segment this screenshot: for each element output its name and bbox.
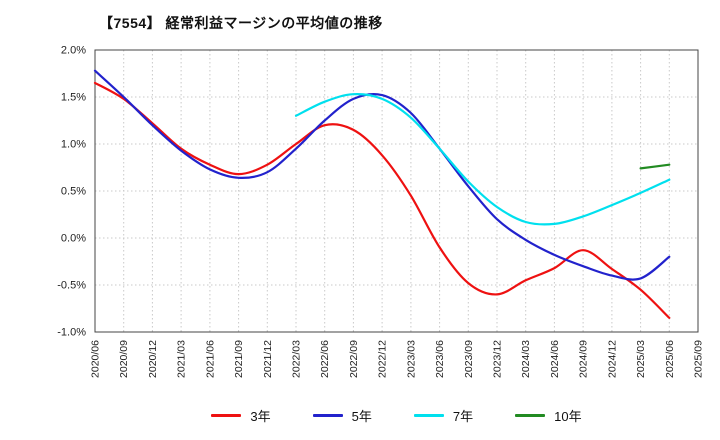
x-tick-label: 2023/12 [492,340,504,378]
x-tick-label: 2023/06 [434,340,446,378]
y-tick-label: -1.0% [57,327,86,339]
legend-swatch [515,414,546,417]
series-line-0 [93,81,671,319]
chart-title: 【7554】 経常利益マージンの平均値の推移 [99,15,383,31]
x-tick-label: 2020/06 [90,340,102,378]
legend-item-0: 3年 [211,406,271,425]
legend-item-2: 7年 [413,406,474,425]
x-tick-label: 2023/03 [405,340,417,378]
plot-border [94,49,699,333]
x-tick-label: 2020/09 [118,340,130,378]
x-tick-label: 2024/12 [606,340,618,378]
series-line-3 [639,163,671,170]
legend-swatch [312,414,343,417]
x-tick-label: 2024/06 [549,340,561,378]
x-tick-label: 2021/12 [262,340,274,378]
y-tick-label: 2.0% [61,45,86,57]
legend-swatch [413,414,444,417]
x-tick-label: 2022/03 [291,340,303,378]
x-tick-label: 2022/06 [319,340,331,378]
x-tick-label: 2023/09 [463,340,475,378]
x-tick-label: 2021/09 [233,340,245,378]
x-tick-label: 2022/09 [348,340,360,378]
series-line-1 [93,69,671,281]
legend-label: 7年 [452,409,474,424]
x-tick-label: 2020/12 [147,340,159,378]
legend-item-3: 10年 [515,406,582,425]
x-tick-label: 2021/06 [204,340,216,378]
x-tick-label: 2025/09 [693,340,705,378]
x-tick-label: 2025/06 [664,340,676,378]
legend-label: 3年 [250,409,271,424]
y-tick-label: -0.5% [57,280,86,292]
legend-swatch [211,414,242,417]
y-tick-label: 1.5% [61,92,86,104]
x-tick-label: 2022/12 [377,340,389,378]
y-tick-label: 0.0% [61,233,86,245]
legend: 3年 5年 7年 10年 [95,406,698,425]
x-tick-label: 2024/09 [578,340,590,378]
y-tick-label: 0.5% [61,186,86,198]
legend-label: 10年 [554,409,582,424]
x-tick-label: 2024/03 [520,340,532,378]
x-tick-label: 2025/03 [635,340,647,378]
series-line-2 [294,92,671,226]
x-tick-label: 2021/03 [176,340,188,378]
legend-label: 5年 [351,409,372,424]
y-tick-label: 1.0% [61,139,86,151]
legend-item-1: 5年 [312,406,372,425]
